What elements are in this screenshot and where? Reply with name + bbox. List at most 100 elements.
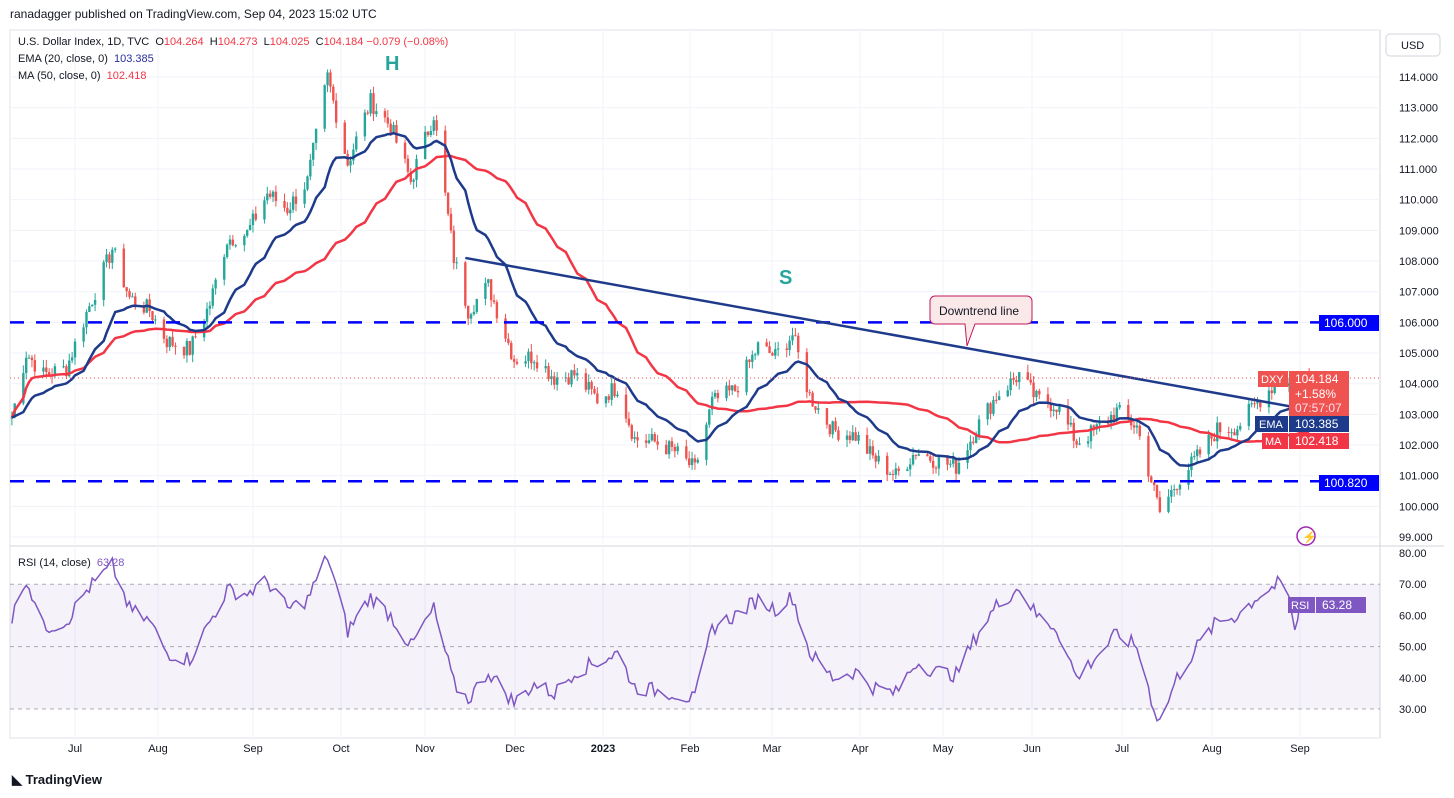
candle-body [82, 327, 85, 342]
candle-body [102, 262, 105, 300]
ema-legend[interactable]: EMA (20, close, 0) 103.385 [18, 53, 154, 65]
candle-body [1155, 485, 1159, 498]
svg-text:⚡: ⚡ [1302, 530, 1317, 544]
candle-body [966, 450, 969, 463]
candle-body [211, 288, 214, 306]
candle-body [969, 441, 972, 451]
candle-body [1190, 456, 1193, 471]
time-tick: Sep [1290, 743, 1310, 755]
svg-text:DXY: DXY [1261, 374, 1284, 386]
tradingview-logo[interactable]: ◣ TradingView [12, 772, 102, 788]
candle-body [670, 441, 674, 447]
candle-body [349, 160, 352, 166]
candle-body [1247, 403, 1251, 426]
candle-body [544, 366, 547, 369]
time-tick: Jun [1023, 743, 1041, 755]
svg-text:+1.58%: +1.58% [1295, 387, 1336, 401]
candle-body [1052, 409, 1055, 412]
candle-body [647, 440, 651, 443]
candle-body [805, 352, 809, 393]
candle-body [995, 399, 998, 401]
candle-body [917, 454, 920, 456]
candle-body [228, 239, 232, 245]
price-tick: 110.000 [1399, 195, 1438, 207]
candle-body [564, 377, 567, 379]
candle-body [246, 230, 249, 236]
rsi-tick: 50.00 [1399, 642, 1427, 654]
candle-body [934, 467, 938, 469]
candle-body [91, 304, 94, 307]
candle-body [926, 454, 929, 457]
candle-body [530, 351, 533, 364]
candle-body [469, 314, 473, 319]
candle-body [1035, 390, 1038, 398]
candle-body [332, 86, 335, 101]
candle-body [455, 262, 458, 264]
rsi-tick: 40.00 [1399, 673, 1427, 685]
candle-body [1026, 372, 1030, 380]
candle-body [27, 357, 31, 359]
candle-body [584, 373, 588, 390]
candle-body [949, 463, 952, 465]
candle-body [263, 200, 266, 220]
candle-body [656, 441, 659, 445]
candle-body [466, 305, 470, 319]
ma-legend[interactable]: MA (50, close, 0) 102.418 [18, 70, 146, 82]
candle-body [929, 456, 932, 461]
lightning-icon[interactable]: ⚡ [1296, 526, 1317, 546]
candle-body [234, 245, 237, 247]
candle-body [154, 319, 157, 321]
publish-info: ranadagger published on TradingView.com,… [10, 7, 377, 21]
svg-text:RSI: RSI [1291, 600, 1309, 612]
symbol-legend[interactable]: U.S. Dollar Index, 1D, TVC O104.264 H104… [18, 36, 449, 48]
candle-body [472, 311, 476, 315]
candle-body [113, 248, 117, 250]
candle-body [306, 176, 309, 190]
candle-body [997, 396, 1001, 401]
candle-body [452, 230, 456, 263]
candle-body [1227, 432, 1230, 434]
candle-body [1078, 443, 1081, 445]
price-tick: 106.000 [1399, 317, 1439, 329]
candle-body [593, 388, 596, 394]
candle-body [504, 318, 507, 339]
candle-body [604, 396, 608, 404]
candle-body [972, 441, 975, 443]
candle-body [53, 366, 57, 377]
candle-body [1259, 401, 1262, 408]
candle-body [1236, 429, 1239, 436]
candle-body [808, 392, 811, 394]
candle-body [957, 462, 961, 474]
ma-label: MA (50, close, 0) [18, 70, 101, 82]
candle-body [45, 367, 48, 373]
candle-body [771, 352, 774, 356]
candle-body [610, 383, 613, 400]
candle-body [366, 112, 369, 114]
ma-value: 102.418 [106, 70, 147, 82]
brand-name: TradingView [25, 772, 102, 787]
candle-body [495, 302, 499, 319]
candle-body [573, 370, 576, 376]
candle-body [168, 336, 171, 348]
rsi-legend[interactable]: RSI (14, close) 63.28 [18, 557, 124, 569]
candle-body [88, 306, 91, 313]
candle-body [1167, 496, 1170, 513]
candle-body [174, 345, 177, 347]
candle-body [435, 120, 438, 131]
currency-button[interactable] [1385, 33, 1441, 57]
downtrend-callout: Downtrend line [929, 295, 1033, 347]
candle-body [616, 394, 619, 397]
candle-body [294, 196, 298, 204]
candle-body [208, 305, 212, 309]
time-tick: Feb [681, 743, 700, 755]
time-tick: May [933, 743, 954, 755]
candle-body [911, 454, 915, 465]
candle-body [165, 338, 169, 348]
candle-body [825, 408, 829, 425]
candle-body [1152, 482, 1156, 486]
candle-body [1118, 404, 1121, 408]
candle-body [650, 434, 654, 441]
candle-body [248, 225, 252, 231]
candle-body [756, 342, 760, 355]
